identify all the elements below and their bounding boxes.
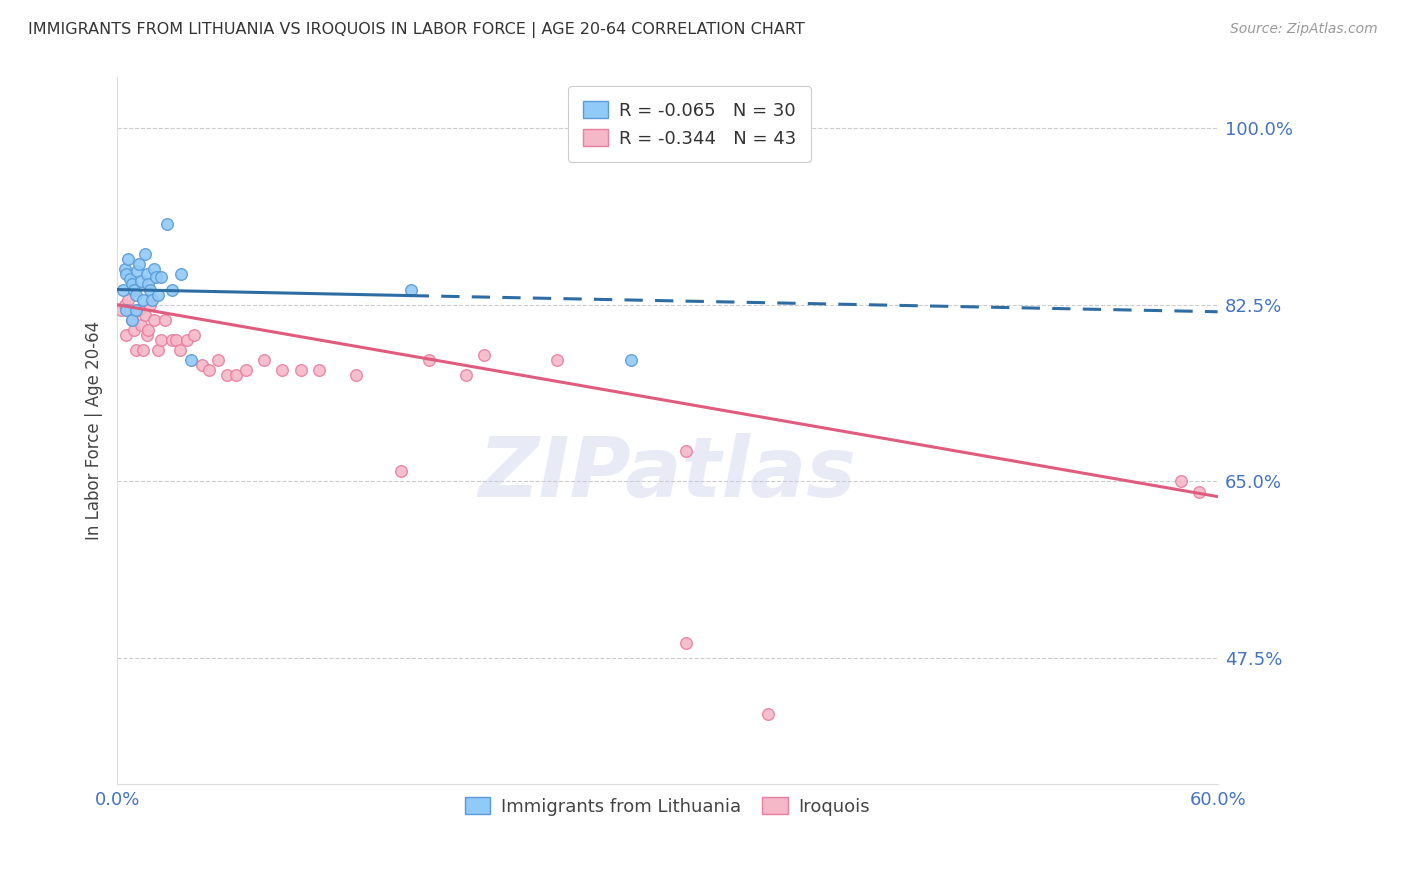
Point [115, 302, 138, 317]
Point [134, 308, 156, 322]
Point [117, 252, 139, 267]
Point [129, 275, 152, 289]
Y-axis label: In Labor Force | Age 20-64: In Labor Force | Age 20-64 [86, 321, 103, 541]
Legend: Immigrants from Lithuania, Iroquois: Immigrants from Lithuania, Iroquois [456, 788, 879, 825]
Text: Source: ZipAtlas.com: Source: ZipAtlas.com [1230, 22, 1378, 37]
Point [217, 368, 239, 383]
Point [253, 353, 276, 368]
Point [454, 368, 477, 383]
Point [135, 268, 157, 282]
Point [124, 287, 146, 301]
Point [129, 318, 152, 332]
Point [235, 363, 257, 377]
Point [128, 257, 150, 271]
Point [344, 368, 367, 383]
Point [111, 283, 134, 297]
Point [153, 313, 176, 327]
Point [146, 287, 169, 301]
Point [121, 313, 143, 327]
Point [115, 328, 138, 343]
Point [225, 368, 247, 383]
Point [183, 328, 205, 343]
Point [124, 302, 146, 317]
Point [141, 293, 163, 307]
Point [156, 217, 179, 231]
Point [472, 348, 495, 362]
Point [290, 363, 312, 377]
Point [118, 272, 141, 286]
Point [114, 262, 136, 277]
Point [139, 298, 162, 312]
Point [150, 270, 173, 285]
Point [139, 283, 162, 297]
Point [118, 302, 141, 317]
Point [675, 636, 697, 650]
Point [135, 328, 157, 343]
Point [391, 464, 413, 478]
Point [146, 343, 169, 358]
Point [418, 353, 440, 368]
Point [399, 283, 422, 297]
Point [132, 343, 155, 358]
Point [546, 353, 568, 368]
Point [620, 353, 643, 368]
Point [115, 268, 138, 282]
Point [138, 277, 160, 292]
Point [207, 353, 229, 368]
Point [150, 333, 173, 347]
Point [176, 333, 198, 347]
Point [170, 268, 193, 282]
Point [160, 283, 183, 297]
Point [122, 323, 145, 337]
Point [308, 363, 330, 377]
Point [124, 343, 146, 358]
Point [110, 302, 132, 317]
Point [142, 262, 165, 277]
Point [122, 283, 145, 297]
Point [117, 293, 139, 307]
Point [271, 363, 294, 377]
Point [165, 333, 187, 347]
Point [132, 293, 155, 307]
Point [675, 444, 697, 458]
Point [1188, 484, 1211, 499]
Point [190, 359, 212, 373]
Point [114, 298, 136, 312]
Text: ZIPatlas: ZIPatlas [478, 433, 856, 514]
Point [138, 323, 160, 337]
Point [121, 313, 143, 327]
Point [128, 302, 150, 317]
Point [180, 353, 202, 368]
Point [121, 277, 143, 292]
Text: IMMIGRANTS FROM LITHUANIA VS IROQUOIS IN LABOR FORCE | AGE 20-64 CORRELATION CHA: IMMIGRANTS FROM LITHUANIA VS IROQUOIS IN… [28, 22, 804, 38]
Point [756, 706, 779, 721]
Point [127, 264, 149, 278]
Point [142, 313, 165, 327]
Point [1170, 475, 1192, 489]
Point [134, 247, 156, 261]
Point [198, 363, 221, 377]
Point [160, 333, 183, 347]
Point [145, 270, 167, 285]
Point [169, 343, 191, 358]
